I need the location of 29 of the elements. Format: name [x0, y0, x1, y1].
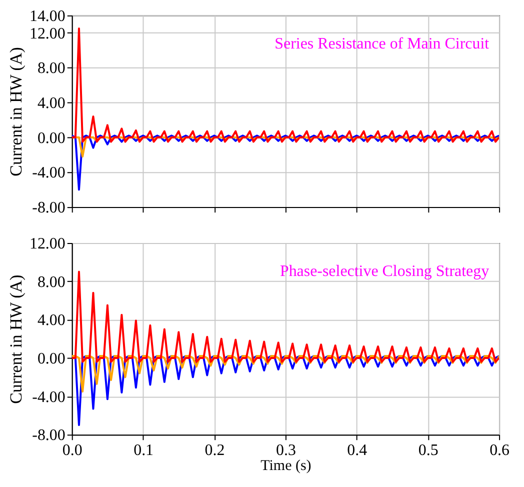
x-tick-label: 0.1 [134, 442, 154, 460]
y-tick-label: -8.00 [32, 200, 66, 217]
y-tick-label: -8.00 [32, 427, 66, 444]
y-axis-title: Current in HW (A) [6, 47, 26, 176]
y-tick-label: 4.00 [37, 95, 66, 112]
y-tick-label: 12.00 [29, 235, 66, 252]
line-series [72, 355, 500, 426]
annotation: Series Resistance of Main Circuit [274, 35, 490, 52]
y-tick-label: 12.00 [29, 25, 66, 42]
x-axis-title: Time (s) [260, 458, 312, 474]
x-tick-label: 0.6 [490, 442, 510, 460]
y-tick-label: 4.00 [37, 312, 66, 330]
y-tick-label: 8.00 [37, 274, 66, 291]
y-tick-label: 0.00 [37, 350, 66, 368]
y-axis-title: Current in HW (A) [6, 274, 26, 404]
x-tick-label: 0.5 [418, 442, 438, 460]
y-tick-label: -4.00 [32, 164, 66, 182]
y-tick-label: 0.00 [37, 130, 66, 147]
line-series [72, 27, 500, 143]
x-tick-label: 0.4 [347, 442, 368, 460]
x-tick-label: 0.0 [62, 442, 82, 460]
line-series [72, 355, 500, 393]
x-tick-label: 0.2 [204, 442, 225, 460]
y-tick-label: 14.00 [29, 8, 66, 25]
annotation: Phase-selective Closing Strategy [280, 262, 490, 280]
y-tick-label: -4.00 [32, 388, 66, 406]
line-series [72, 134, 500, 191]
y-tick-label: 8.00 [37, 60, 66, 78]
x-tick-label: 0.3 [276, 442, 296, 460]
